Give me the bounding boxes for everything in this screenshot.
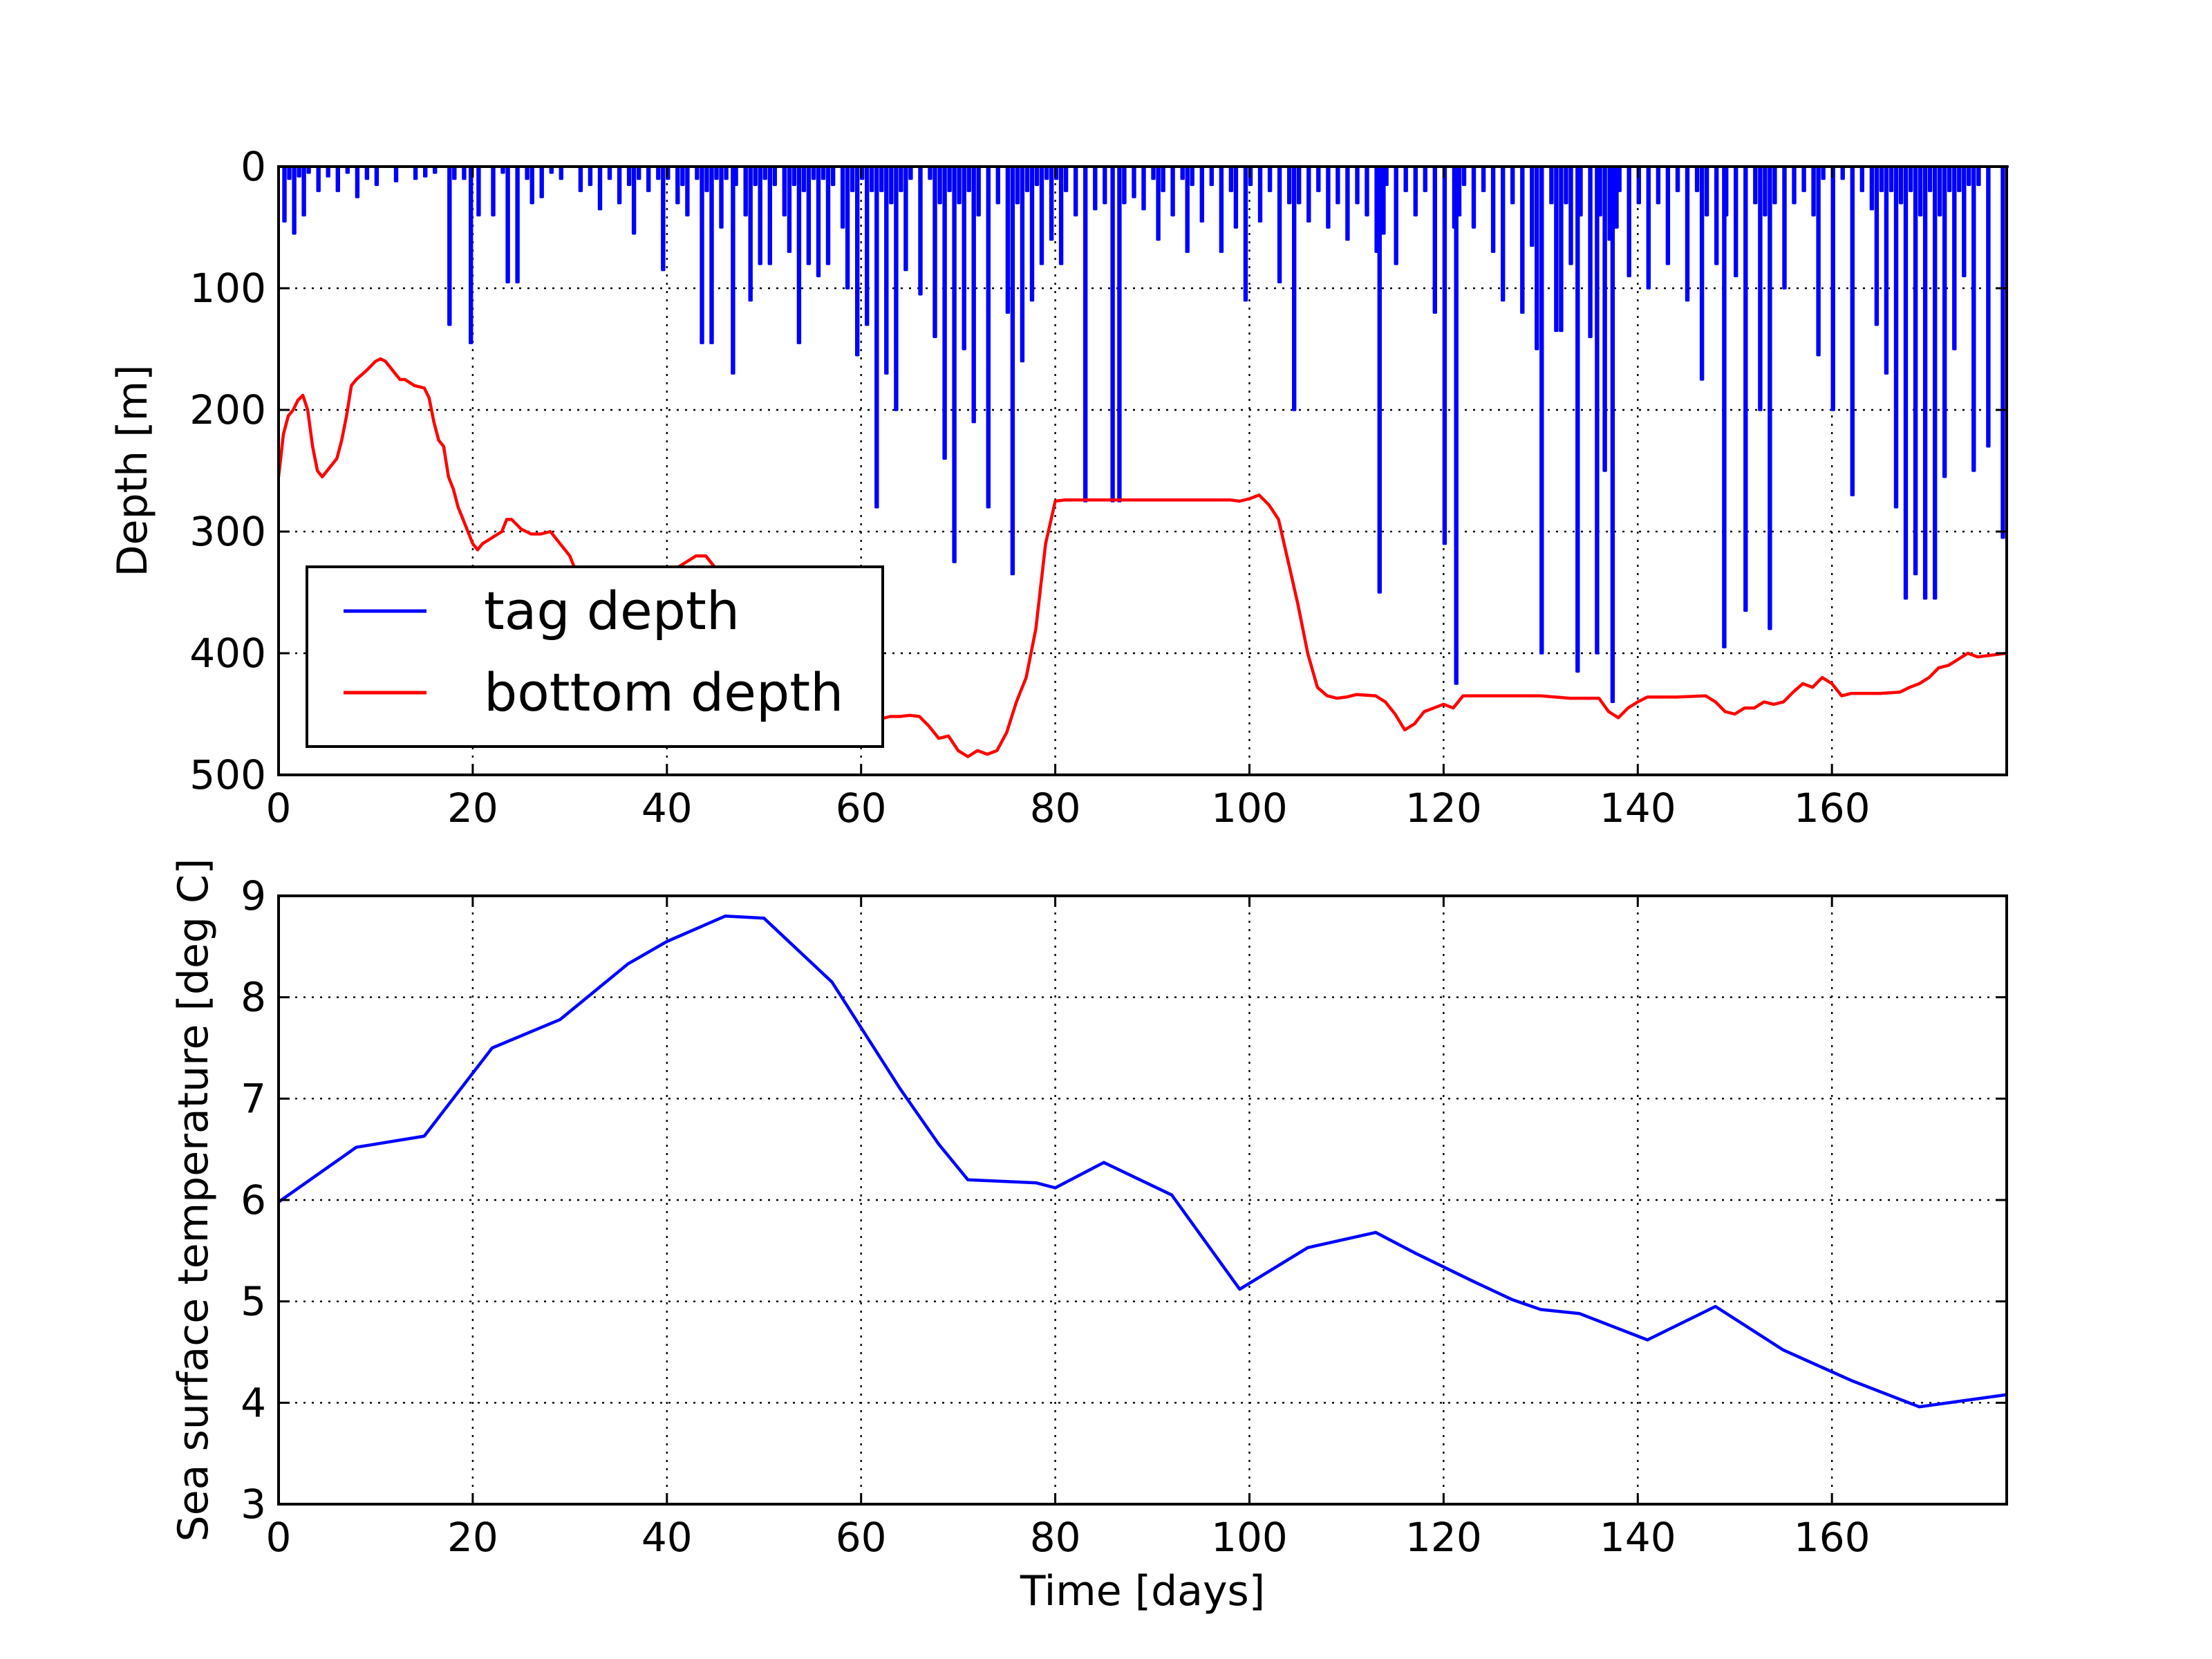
temperature-x-tick-label: 60 <box>836 1514 887 1561</box>
depth-x-tick-label: 100 <box>1211 785 1288 832</box>
depth-chart: 0 20 40 60 80 100 120 140 160 0 100 200 300 400 500 De… <box>109 143 2009 832</box>
temperature-x-tick-label: 80 <box>1030 1514 1081 1561</box>
temperature-x-tick-label: 20 <box>447 1514 498 1561</box>
temperature-y-tick-label: 3 <box>241 1481 266 1528</box>
temperature-x-tick-label: 40 <box>641 1514 693 1561</box>
depth-y-axis-label: Depth [m] <box>109 364 157 577</box>
legend-box <box>306 565 884 748</box>
temperature-y-tick-label: 8 <box>241 974 266 1021</box>
depth-series-bottom-depth <box>276 357 2007 758</box>
temperature-x-tick-label: 100 <box>1211 1514 1288 1561</box>
temperature-y-tick-label: 5 <box>241 1278 266 1325</box>
depth-y-tick-label: 200 <box>189 386 266 433</box>
depth-x-tick-label: 120 <box>1405 785 1482 832</box>
depth-y-tick-label: 400 <box>189 630 266 677</box>
depth-x-tick-label: 140 <box>1600 785 1676 832</box>
temperature-y-tick-label: 4 <box>241 1379 266 1426</box>
temperature-grid <box>279 896 2007 1504</box>
depth-chart-frame <box>277 165 2008 776</box>
temperature-y-axis-label: Sea surface temperature [deg C] <box>169 859 218 1542</box>
x-axis-label: Time [days] <box>1020 1567 1265 1615</box>
depth-x-tick-label: 40 <box>641 785 693 832</box>
temperature-series-sea-surface-temperature <box>277 915 2007 1409</box>
depth-x-tick-label: 20 <box>447 785 498 832</box>
temperature-y-tick-label: 7 <box>241 1075 266 1122</box>
depth-ticks: 0 20 40 60 80 100 120 140 160 0 100 200 300 400 500 <box>189 143 2007 832</box>
temperature-x-tick-label: 120 <box>1405 1514 1482 1561</box>
depth-y-tick-label: 100 <box>189 265 266 312</box>
depth-x-tick-label: 80 <box>1030 785 1081 832</box>
temperature-series <box>277 915 2007 1409</box>
temperature-x-tick-label: 140 <box>1600 1514 1676 1561</box>
legend-label-tag-depth: tag depth <box>484 580 740 641</box>
legend-label-bottom-depth: bottom depth <box>484 662 843 723</box>
depth-x-tick-label: 0 <box>266 785 292 832</box>
depth-y-tick-label: 300 <box>189 508 266 555</box>
temperature-chart: 0 20 40 60 80 100 120 140 160 3 4 5 6 7 8 9 Sea surface… <box>169 859 2008 1615</box>
temperature-x-tick-label: 0 <box>266 1514 292 1561</box>
depth-y-tick-label: 0 <box>241 143 266 190</box>
depth-x-tick-label: 160 <box>1794 785 1871 832</box>
temperature-ticks: 0 20 40 60 80 100 120 140 160 3 4 5 6 7 8 9 <box>241 872 2007 1561</box>
temperature-x-tick-label: 160 <box>1794 1514 1871 1561</box>
legend: tag depth bottom depth <box>306 565 884 748</box>
temperature-y-tick-label: 6 <box>241 1177 266 1224</box>
depth-x-tick-label: 60 <box>836 785 887 832</box>
depth-y-tick-label: 500 <box>189 751 266 798</box>
temperature-y-tick-label: 9 <box>241 872 266 919</box>
